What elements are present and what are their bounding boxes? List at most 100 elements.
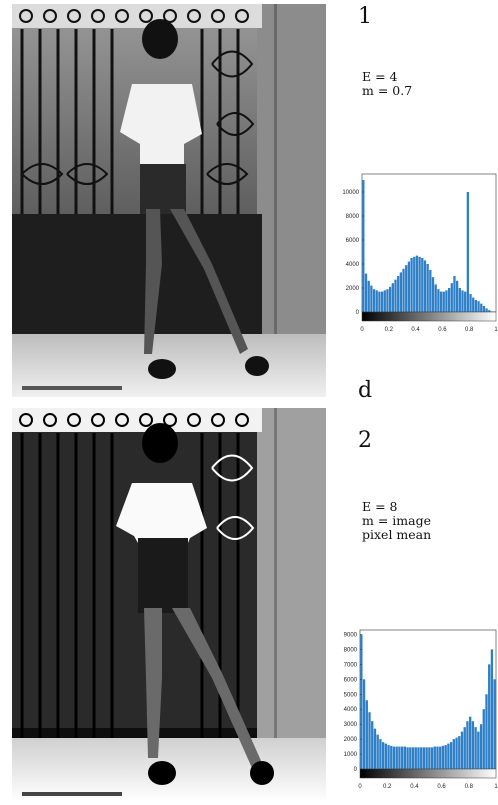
grayscale-colorbar	[361, 311, 497, 322]
y-tick-label: 4000	[346, 262, 360, 268]
subfigure-label-d: d	[358, 378, 373, 403]
hist-bar	[485, 694, 488, 769]
hist-bar	[430, 747, 434, 769]
hist-bar	[464, 291, 467, 312]
hist-bar	[469, 294, 472, 312]
hist-bar	[447, 743, 450, 769]
hist-bar	[390, 745, 393, 769]
panel-1-number: 1	[358, 4, 372, 29]
hist-bar	[425, 747, 428, 769]
x-tick-label: 0.6	[438, 327, 447, 333]
hist-bar	[395, 746, 398, 769]
hist-bar	[458, 288, 461, 312]
hist-bar	[415, 255, 419, 312]
hist-bar	[488, 664, 491, 769]
x-tick-label: 0.6	[437, 784, 446, 790]
hist-bar	[466, 721, 469, 769]
hist-bar	[391, 283, 394, 312]
hist-bar	[482, 709, 485, 769]
hist-bar	[418, 256, 421, 312]
hist-bar	[371, 721, 374, 769]
panel-2-number: 2	[358, 428, 372, 453]
hist-bar	[362, 180, 365, 312]
hist-bar	[376, 734, 379, 769]
y-tick-label: 8000	[344, 647, 358, 653]
hist-bar	[452, 739, 455, 769]
y-tick-label: 5000	[344, 692, 358, 698]
y-tick-label: 10000	[342, 190, 359, 196]
photo-panel-2	[12, 408, 326, 802]
hist-bar	[426, 264, 429, 312]
hist-bar	[409, 747, 412, 769]
hist-bar	[406, 747, 409, 769]
hist-bar	[380, 291, 384, 312]
panel-2-param-m-cont: pixel mean	[362, 527, 432, 542]
hist-bar	[488, 310, 491, 312]
hist-bar	[472, 297, 475, 312]
y-tick-label: 6000	[346, 238, 360, 244]
y-tick-label: 4000	[344, 707, 358, 713]
x-tick-label: 0	[358, 784, 362, 790]
y-tick-label: 6000	[344, 677, 358, 683]
x-tick-label: 0.4	[411, 327, 420, 333]
hist-bar	[480, 303, 483, 312]
hist-bar	[402, 268, 405, 312]
hist-bar	[397, 276, 400, 312]
hist-bar	[477, 301, 480, 312]
hist-bar	[453, 276, 456, 312]
panel-2-param-m: m = image	[362, 513, 431, 528]
panel-1-params: E = 4 m = 0.7	[362, 70, 412, 98]
panel-1-param-m: m = 0.7	[362, 83, 413, 98]
plot-frame	[361, 173, 497, 313]
hist-bar	[449, 742, 453, 769]
hist-bar	[414, 747, 417, 769]
grayscale-colorbar	[359, 768, 497, 779]
y-tick-label: 2000	[346, 286, 360, 292]
hist-bar	[445, 290, 448, 312]
hist-bar	[423, 260, 427, 312]
x-tick-label: 0.8	[465, 784, 474, 790]
hist-bar	[493, 679, 496, 769]
y-tick-label: 7000	[344, 662, 358, 668]
hist-bar	[474, 300, 478, 312]
photo-panel-1	[12, 4, 326, 397]
hist-bar	[386, 289, 389, 312]
hist-bar	[429, 270, 432, 312]
y-tick-label: 1000	[344, 752, 358, 758]
x-tick-label: 0.2	[385, 327, 394, 333]
hist-bar	[370, 285, 373, 312]
photo-image-2	[12, 408, 326, 802]
hist-bar	[413, 256, 416, 312]
hist-bar	[417, 747, 420, 769]
hist-bar	[490, 311, 494, 312]
hist-bar	[387, 745, 390, 769]
hist-bar	[442, 291, 445, 312]
x-tick-label: 0.8	[465, 327, 474, 333]
hist-bar	[466, 192, 469, 312]
hist-bar	[405, 265, 408, 312]
hist-bar	[434, 284, 437, 312]
hist-bar	[403, 746, 407, 769]
x-tick-label: 1	[494, 327, 498, 333]
hist-bar	[471, 721, 475, 769]
hist-bar	[407, 261, 411, 312]
hist-bar	[420, 747, 423, 769]
x-tick-label: 0.2	[383, 784, 392, 790]
panel-1-param-e: E = 4	[362, 69, 398, 84]
hist-bar	[362, 679, 366, 769]
hist-bar	[482, 306, 486, 312]
hist-bar	[450, 283, 453, 312]
hist-bar	[421, 258, 424, 312]
hist-bar	[384, 743, 387, 769]
y-tick-label: 0	[354, 767, 358, 773]
hist-bar	[456, 280, 459, 312]
hist-bar	[439, 291, 443, 312]
hist-bar	[398, 746, 401, 769]
y-tick-label: 3000	[344, 722, 358, 728]
hist-bar	[458, 736, 461, 769]
hist-bar	[381, 742, 385, 769]
hist-bar	[389, 286, 392, 312]
hist-bar	[373, 728, 377, 769]
y-tick-label: 2000	[344, 737, 358, 743]
histogram-panel-1: 0 0.2 0.4 0.6 0.8 1 0 2000 4000 6000 8000 10000	[340, 172, 498, 347]
